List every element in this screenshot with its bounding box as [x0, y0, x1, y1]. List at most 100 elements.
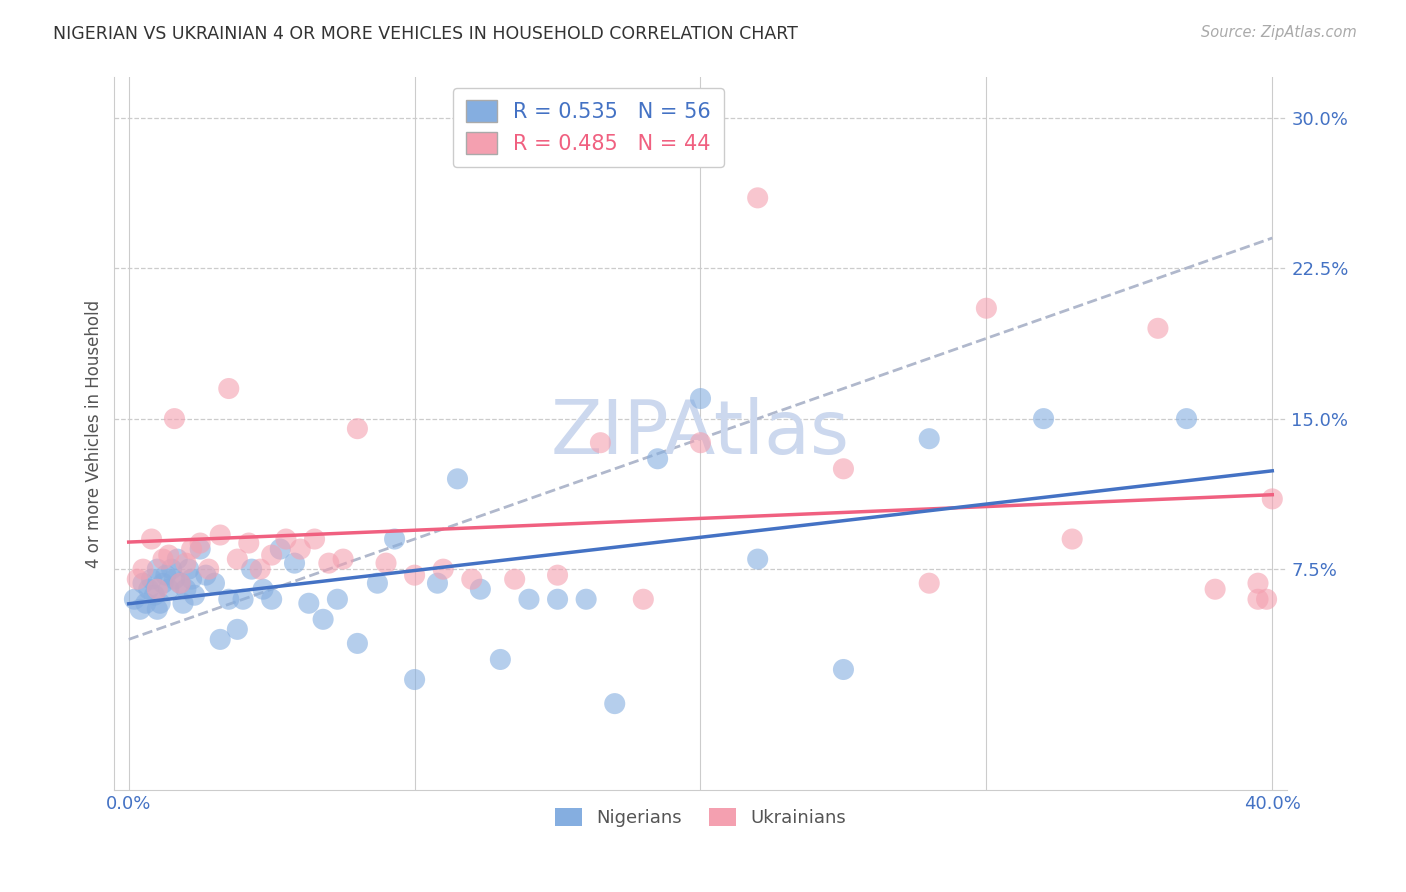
Point: [226, 623, 249, 637]
Point: [197, 562, 219, 576]
Point: [124, 592, 146, 607]
Point: [177, 562, 200, 576]
Point: [269, 542, 291, 557]
Point: [375, 556, 398, 570]
Point: [918, 576, 941, 591]
Point: [290, 542, 312, 557]
Point: [312, 612, 335, 626]
Point: [146, 602, 169, 616]
Point: [166, 552, 188, 566]
Point: [160, 562, 183, 576]
Text: ZIPAtlas: ZIPAtlas: [551, 397, 851, 470]
Point: [633, 592, 655, 607]
Point: [1261, 491, 1284, 506]
Point: [218, 382, 240, 396]
Point: [252, 582, 274, 597]
Point: [1204, 582, 1226, 597]
Point: [127, 572, 149, 586]
Point: [260, 548, 283, 562]
Point: [346, 636, 368, 650]
Point: [163, 411, 186, 425]
Point: [188, 542, 211, 557]
Point: [209, 528, 232, 542]
Point: [194, 568, 217, 582]
Point: [747, 191, 769, 205]
Point: [260, 592, 283, 607]
Point: [169, 576, 191, 591]
Point: [143, 588, 166, 602]
Point: [249, 562, 271, 576]
Point: [366, 576, 388, 591]
Point: [346, 422, 368, 436]
Point: [209, 632, 232, 647]
Point: [240, 562, 263, 576]
Point: [188, 536, 211, 550]
Point: [832, 462, 855, 476]
Point: [135, 596, 157, 610]
Y-axis label: 4 or more Vehicles in Household: 4 or more Vehicles in Household: [86, 300, 103, 567]
Point: [174, 582, 197, 597]
Point: [172, 596, 194, 610]
Legend: Nigerians, Ukrainians: Nigerians, Ukrainians: [547, 800, 853, 834]
Point: [163, 572, 186, 586]
Point: [318, 556, 340, 570]
Point: [470, 582, 492, 597]
Point: [298, 596, 321, 610]
Point: [1032, 411, 1054, 425]
Point: [747, 552, 769, 566]
Point: [180, 572, 202, 586]
Point: [141, 572, 163, 586]
Point: [174, 556, 197, 570]
Point: [1247, 576, 1270, 591]
Point: [138, 582, 160, 597]
Point: [304, 532, 326, 546]
Point: [689, 435, 711, 450]
Point: [547, 568, 569, 582]
Point: [232, 592, 254, 607]
Point: [432, 562, 454, 576]
Point: [575, 592, 598, 607]
Point: [132, 576, 155, 591]
Point: [918, 432, 941, 446]
Point: [149, 596, 172, 610]
Point: [832, 663, 855, 677]
Point: [1175, 411, 1198, 425]
Text: NIGERIAN VS UKRAINIAN 4 OR MORE VEHICLES IN HOUSEHOLD CORRELATION CHART: NIGERIAN VS UKRAINIAN 4 OR MORE VEHICLES…: [53, 25, 799, 43]
Point: [461, 572, 484, 586]
Point: [155, 568, 177, 582]
Point: [152, 552, 174, 566]
Point: [146, 582, 169, 597]
Point: [226, 552, 249, 566]
Point: [332, 552, 354, 566]
Point: [976, 301, 998, 316]
Point: [204, 576, 226, 591]
Point: [517, 592, 540, 607]
Point: [152, 576, 174, 591]
Point: [489, 652, 512, 666]
Point: [169, 576, 191, 591]
Point: [238, 536, 260, 550]
Point: [132, 562, 155, 576]
Point: [1147, 321, 1170, 335]
Point: [157, 582, 180, 597]
Point: [589, 435, 612, 450]
Point: [689, 392, 711, 406]
Point: [129, 602, 152, 616]
Point: [180, 542, 202, 557]
Point: [141, 532, 163, 546]
Point: [647, 451, 669, 466]
Point: [146, 562, 169, 576]
Point: [1247, 592, 1270, 607]
Point: [274, 532, 297, 546]
Point: [547, 592, 569, 607]
Point: [384, 532, 406, 546]
Point: [603, 697, 626, 711]
Point: [1256, 592, 1278, 607]
Point: [503, 572, 526, 586]
Point: [404, 673, 426, 687]
Point: [1062, 532, 1084, 546]
Point: [183, 588, 205, 602]
Point: [157, 548, 180, 562]
Point: [446, 472, 468, 486]
Point: [404, 568, 426, 582]
